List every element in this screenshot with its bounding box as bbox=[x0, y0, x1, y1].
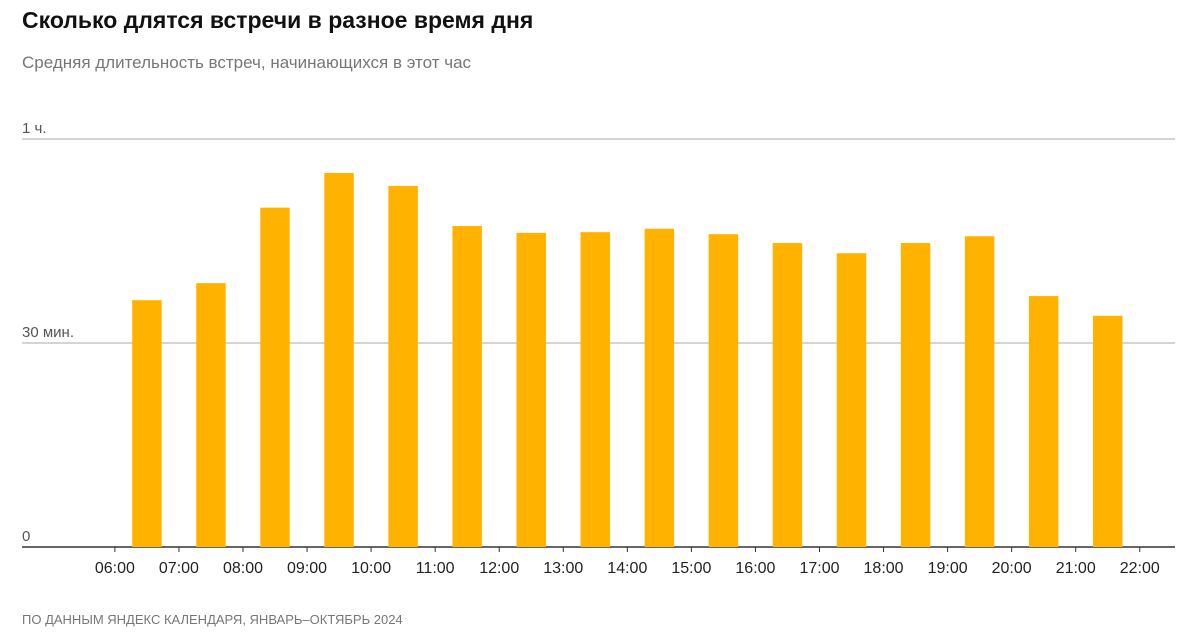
bar bbox=[644, 228, 675, 547]
y-tick-label: 30 мин. bbox=[22, 324, 74, 341]
x-tick-label: 18:00 bbox=[864, 560, 904, 577]
bar bbox=[260, 207, 290, 547]
x-tick-label: 12:00 bbox=[479, 560, 519, 577]
y-tick-label: 0 bbox=[22, 528, 30, 545]
bar bbox=[580, 232, 611, 547]
x-tick-label: 19:00 bbox=[928, 560, 968, 577]
x-tick-label: 16:00 bbox=[735, 560, 775, 577]
bar bbox=[196, 283, 226, 547]
bar bbox=[1093, 315, 1123, 547]
bar bbox=[1028, 296, 1059, 547]
x-tick-label: 22:00 bbox=[1120, 560, 1160, 577]
bar bbox=[708, 234, 739, 547]
bar bbox=[836, 253, 867, 548]
x-tick-label: 07:00 bbox=[159, 560, 199, 577]
bar bbox=[324, 173, 354, 547]
bar bbox=[900, 243, 931, 548]
y-tick-label: 1 ч. bbox=[22, 120, 47, 137]
x-tick-label: 14:00 bbox=[607, 560, 647, 577]
chart-subtitle: Средняя длительность встреч, начинающихс… bbox=[22, 53, 472, 72]
x-tick-label: 06:00 bbox=[95, 560, 135, 577]
x-tick-label: 11:00 bbox=[416, 560, 455, 577]
bar bbox=[132, 300, 162, 547]
bar bbox=[516, 232, 546, 547]
x-tick-label: 15:00 bbox=[671, 560, 711, 577]
bar bbox=[772, 243, 803, 548]
x-tick-label: 10:00 bbox=[351, 560, 391, 577]
bar bbox=[388, 185, 418, 548]
bar bbox=[964, 236, 995, 548]
x-tick-label: 09:00 bbox=[287, 560, 327, 577]
x-tick-label: 21:00 bbox=[1056, 560, 1096, 577]
x-tick-label: 17:00 bbox=[799, 560, 839, 577]
x-tick-label: 13:00 bbox=[543, 560, 583, 577]
bar bbox=[452, 226, 482, 548]
source-note: ПО ДАННЫМ ЯНДЕКС КАЛЕНДАРЯ, ЯНВАРЬ–ОКТЯБ… bbox=[22, 612, 403, 627]
x-tick-label: 08:00 bbox=[223, 560, 263, 577]
chart-title: Сколько длятся встречи в разное время дн… bbox=[22, 7, 533, 33]
x-tick-label: 20:00 bbox=[992, 560, 1032, 577]
